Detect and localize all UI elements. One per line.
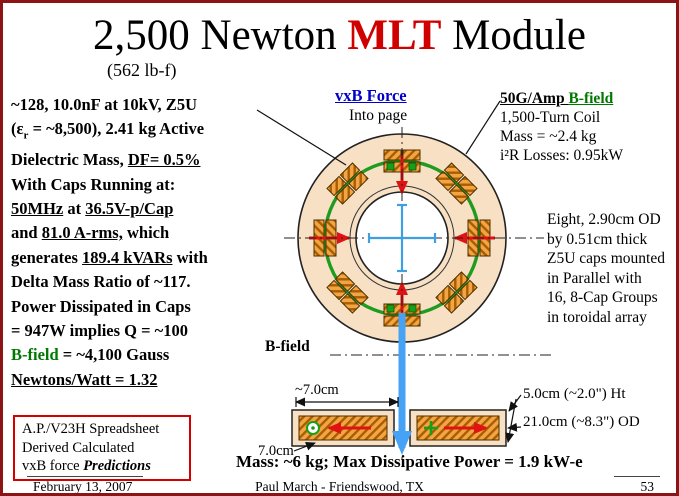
caps-annotation: Eight, 2.90cm OD by 0.51cm thick Z5U cap… — [547, 210, 665, 327]
spec-text: and — [11, 223, 42, 243]
green-marker-squares — [386, 162, 417, 313]
spec-text-underlined: 189.4 kVARs — [82, 247, 173, 267]
spec-text-block: ~128, 10.0nF at 10kV, Z5U (εr = ~8,500),… — [11, 93, 289, 392]
caps-note-line: 16, 8-Cap Groups — [547, 289, 658, 306]
spec-text-underlined: 50MHz — [11, 198, 64, 218]
spec-text: = 947W implies Q = ~100 — [11, 320, 188, 340]
footer-divider-right — [614, 476, 660, 477]
spec-text: With Caps Running at: — [11, 174, 176, 194]
spec-text-underlined: 81.0 A-rms, — [41, 223, 123, 243]
spec-line-2: (εr = ~8,500), 2.41 kg Active — [11, 117, 289, 148]
dimension-7cm-left-label: 7.0cm — [258, 443, 294, 459]
coil-title-text: 50G/Amp — [500, 90, 569, 107]
footer-page-number: 53 — [640, 479, 655, 494]
spec-line-11: B-field = ~4,100 Gauss — [11, 343, 289, 367]
spec-text: at — [63, 198, 86, 218]
title-mlt-highlight: MLT — [347, 12, 442, 59]
vxb-force-label: vxB Force — [335, 86, 407, 106]
dimension-7cm-arrow — [295, 397, 399, 407]
spec-line-1: ~128, 10.0nF at 10kV, Z5U — [11, 93, 289, 117]
prediction-line: A.P./V23H Spreadsheet — [22, 421, 160, 437]
spec-text: = ~4,100 Gauss — [58, 345, 170, 365]
slide-title: 2,500 Newton MLT Module — [3, 11, 676, 60]
b-into-page-symbol — [424, 421, 438, 435]
slide-subtitle: (562 lb-f) — [107, 60, 177, 80]
b-field-label: B-field — [265, 338, 310, 355]
footer-author: Paul March - Friendswood, TX — [255, 479, 424, 494]
into-page-label: Into page — [349, 107, 408, 124]
spec-line-8: Delta Mass Ratio of ~117. — [11, 270, 289, 294]
leader-lines — [256, 100, 522, 452]
prediction-text: vxB force — [22, 458, 84, 474]
spec-text: ~128, 10.0nF at 10kV, Z5U — [11, 95, 197, 114]
spec-text: which — [122, 223, 170, 243]
center-crosshair-icon — [367, 203, 437, 273]
module-diagram — [256, 100, 555, 463]
spec-line-4: With Caps Running at: — [11, 173, 289, 197]
coil-line: 1,500-Turn Coil — [500, 109, 601, 126]
caps-note-line: in Parallel with — [547, 269, 642, 287]
spec-text-underlined: Newtons/Watt = 1.32 — [11, 369, 158, 389]
vxb-force-text: vxB Force — [335, 86, 407, 105]
spec-line-10: = 947W implies Q = ~100 — [11, 319, 289, 343]
prediction-line: vxB force Predictions — [22, 457, 182, 476]
caps-note-line: Z5U caps mounted — [547, 250, 665, 267]
spec-line-5: 50MHz at 36.5V-p/Cap — [11, 197, 289, 221]
side-view — [291, 409, 507, 447]
spec-text-underlined: DF= 0.5% — [127, 150, 201, 170]
spec-text: with — [172, 247, 208, 267]
title-text-left: 2,500 Newton — [93, 12, 348, 59]
spec-line-7: generates 189.4 kVARs with — [11, 246, 289, 270]
spec-text: = ~8,500), 2.41 kg Active — [28, 119, 205, 139]
footer-date: February 13, 2007 — [33, 479, 133, 494]
coil-line: Mass = ~2.4 kg — [500, 128, 597, 145]
prediction-box: A.P./V23H Spreadsheet Derived Calculated… — [13, 415, 191, 481]
spec-line-3: Dielectric Mass, DF= 0.5% — [11, 148, 289, 172]
spec-line-9: Power Dissipated in Caps — [11, 295, 289, 319]
b-field-green-text: B-field — [11, 345, 59, 365]
coil-title-bfield: B-field — [568, 90, 614, 107]
spec-text: generates — [11, 247, 83, 267]
prediction-italic-text: Predictions — [83, 458, 151, 474]
prediction-line: Derived Calculated — [22, 439, 135, 456]
od-dimension-label: 21.0cm (~8.3") OD — [523, 414, 640, 430]
caps-note-line: Eight, 2.90cm OD — [547, 211, 661, 228]
coil-annotation: 50G/Amp B-field 1,500-Turn Coil Mass = ~… — [500, 89, 623, 165]
spec-line-6: and 81.0 A-rms, which — [11, 221, 289, 245]
coil-line: i²R Losses: 0.95kW — [500, 147, 624, 164]
footer-divider-left — [27, 476, 143, 477]
spec-text: Delta Mass Ratio of ~117. — [11, 272, 191, 292]
height-dimension-label: 5.0cm (~2.0") Ht — [523, 386, 626, 402]
dimension-7cm-top-label: ~7.0cm — [295, 382, 339, 398]
caps-note-line: in toroidal array — [547, 308, 647, 326]
spec-text-underlined: 36.5V-p/Cap — [85, 198, 174, 218]
mass-power-note: Mass: ~6 kg; Max Dissipative Power = 1.9… — [236, 452, 583, 471]
title-text-right: Module — [441, 12, 586, 59]
spec-text: (ε — [11, 119, 24, 139]
spec-text: Dielectric Mass, — [11, 150, 128, 170]
spec-line-12: Newtons/Watt = 1.32 — [11, 368, 289, 392]
caps-note-line: by 0.51cm thick — [547, 230, 648, 248]
epsilon-subscript: r — [23, 129, 29, 142]
coil-title: 50G/Amp B-field — [500, 89, 623, 108]
spec-text: Power Dissipated in Caps — [11, 296, 191, 316]
